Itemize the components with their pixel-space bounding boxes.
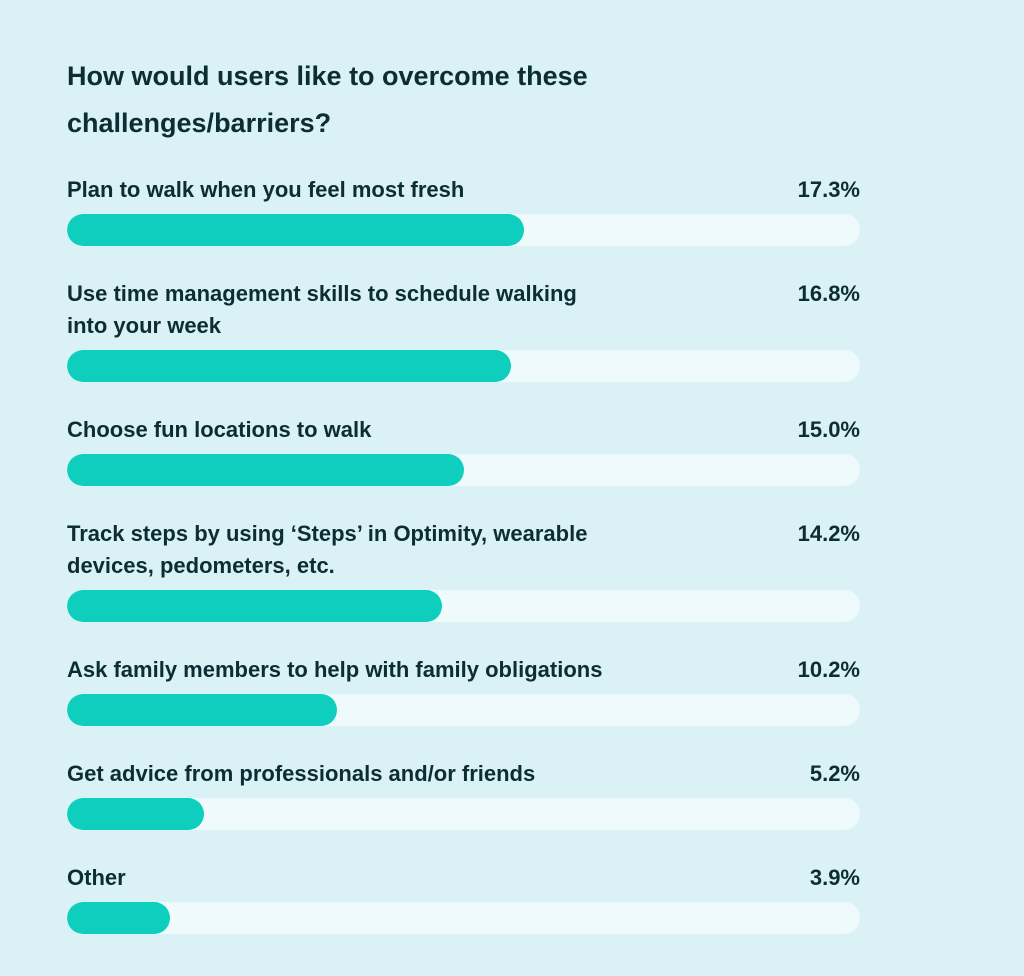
category-label: Other [67,865,126,890]
bar-row: Other 3.9% [67,862,860,934]
data-label: 3.9% [809,865,860,890]
bar-track [67,454,860,486]
data-label: 14.2% [797,521,860,546]
bar-row: Get advice from professionals and/or fri… [67,758,860,830]
data-label: 16.8% [797,281,860,306]
bar-row-header: Ask family members to help with family o… [67,654,860,686]
bar-track [67,350,860,382]
bar [67,590,442,622]
category-label: Ask family members to help with family o… [67,657,603,682]
category-label: Get advice from professionals and/or fri… [67,761,536,786]
bar-track [67,798,860,830]
bar-track [67,694,860,726]
bar-row-header: Plan to walk when you feel most fresh 17.… [67,174,860,206]
bar-track [67,902,860,934]
bar [67,902,170,934]
bar [67,454,464,486]
category-label: Use time management skills to schedule w… [67,281,577,338]
chart-title: How would users like to overcome these c… [67,61,588,138]
data-label: 5.2% [809,761,860,786]
data-label: 17.3% [797,177,860,202]
bar [67,694,337,726]
bar-row: Plan to walk when you feel most fresh 17.… [67,174,860,246]
bar-row-header: Track steps by using ‘Steps’ in Optimity… [67,518,860,582]
bar-row: Track steps by using ‘Steps’ in Optimity… [67,518,860,622]
bar [67,798,204,830]
data-label: 15.0% [797,417,860,442]
bar-row: Use time management skills to schedule w… [67,278,860,382]
bar-row-header: Use time management skills to schedule w… [67,278,860,342]
bar-row-header: Choose fun locations to walk 15.0% [67,414,860,446]
data-label: 10.2% [797,657,860,682]
category-label: Plan to walk when you feel most fresh [67,177,465,202]
bar-row: Choose fun locations to walk 15.0% [67,414,860,486]
bar-track [67,214,860,246]
bar-row-header: Other 3.9% [67,862,860,894]
bar-track [67,590,860,622]
bar [67,214,524,246]
bar-row-header: Get advice from professionals and/or fri… [67,758,860,790]
category-label: Choose fun locations to walk [67,417,372,442]
bar [67,350,511,382]
category-label: Track steps by using ‘Steps’ in Optimity… [67,521,588,578]
bar-row: Ask family members to help with family o… [67,654,860,726]
